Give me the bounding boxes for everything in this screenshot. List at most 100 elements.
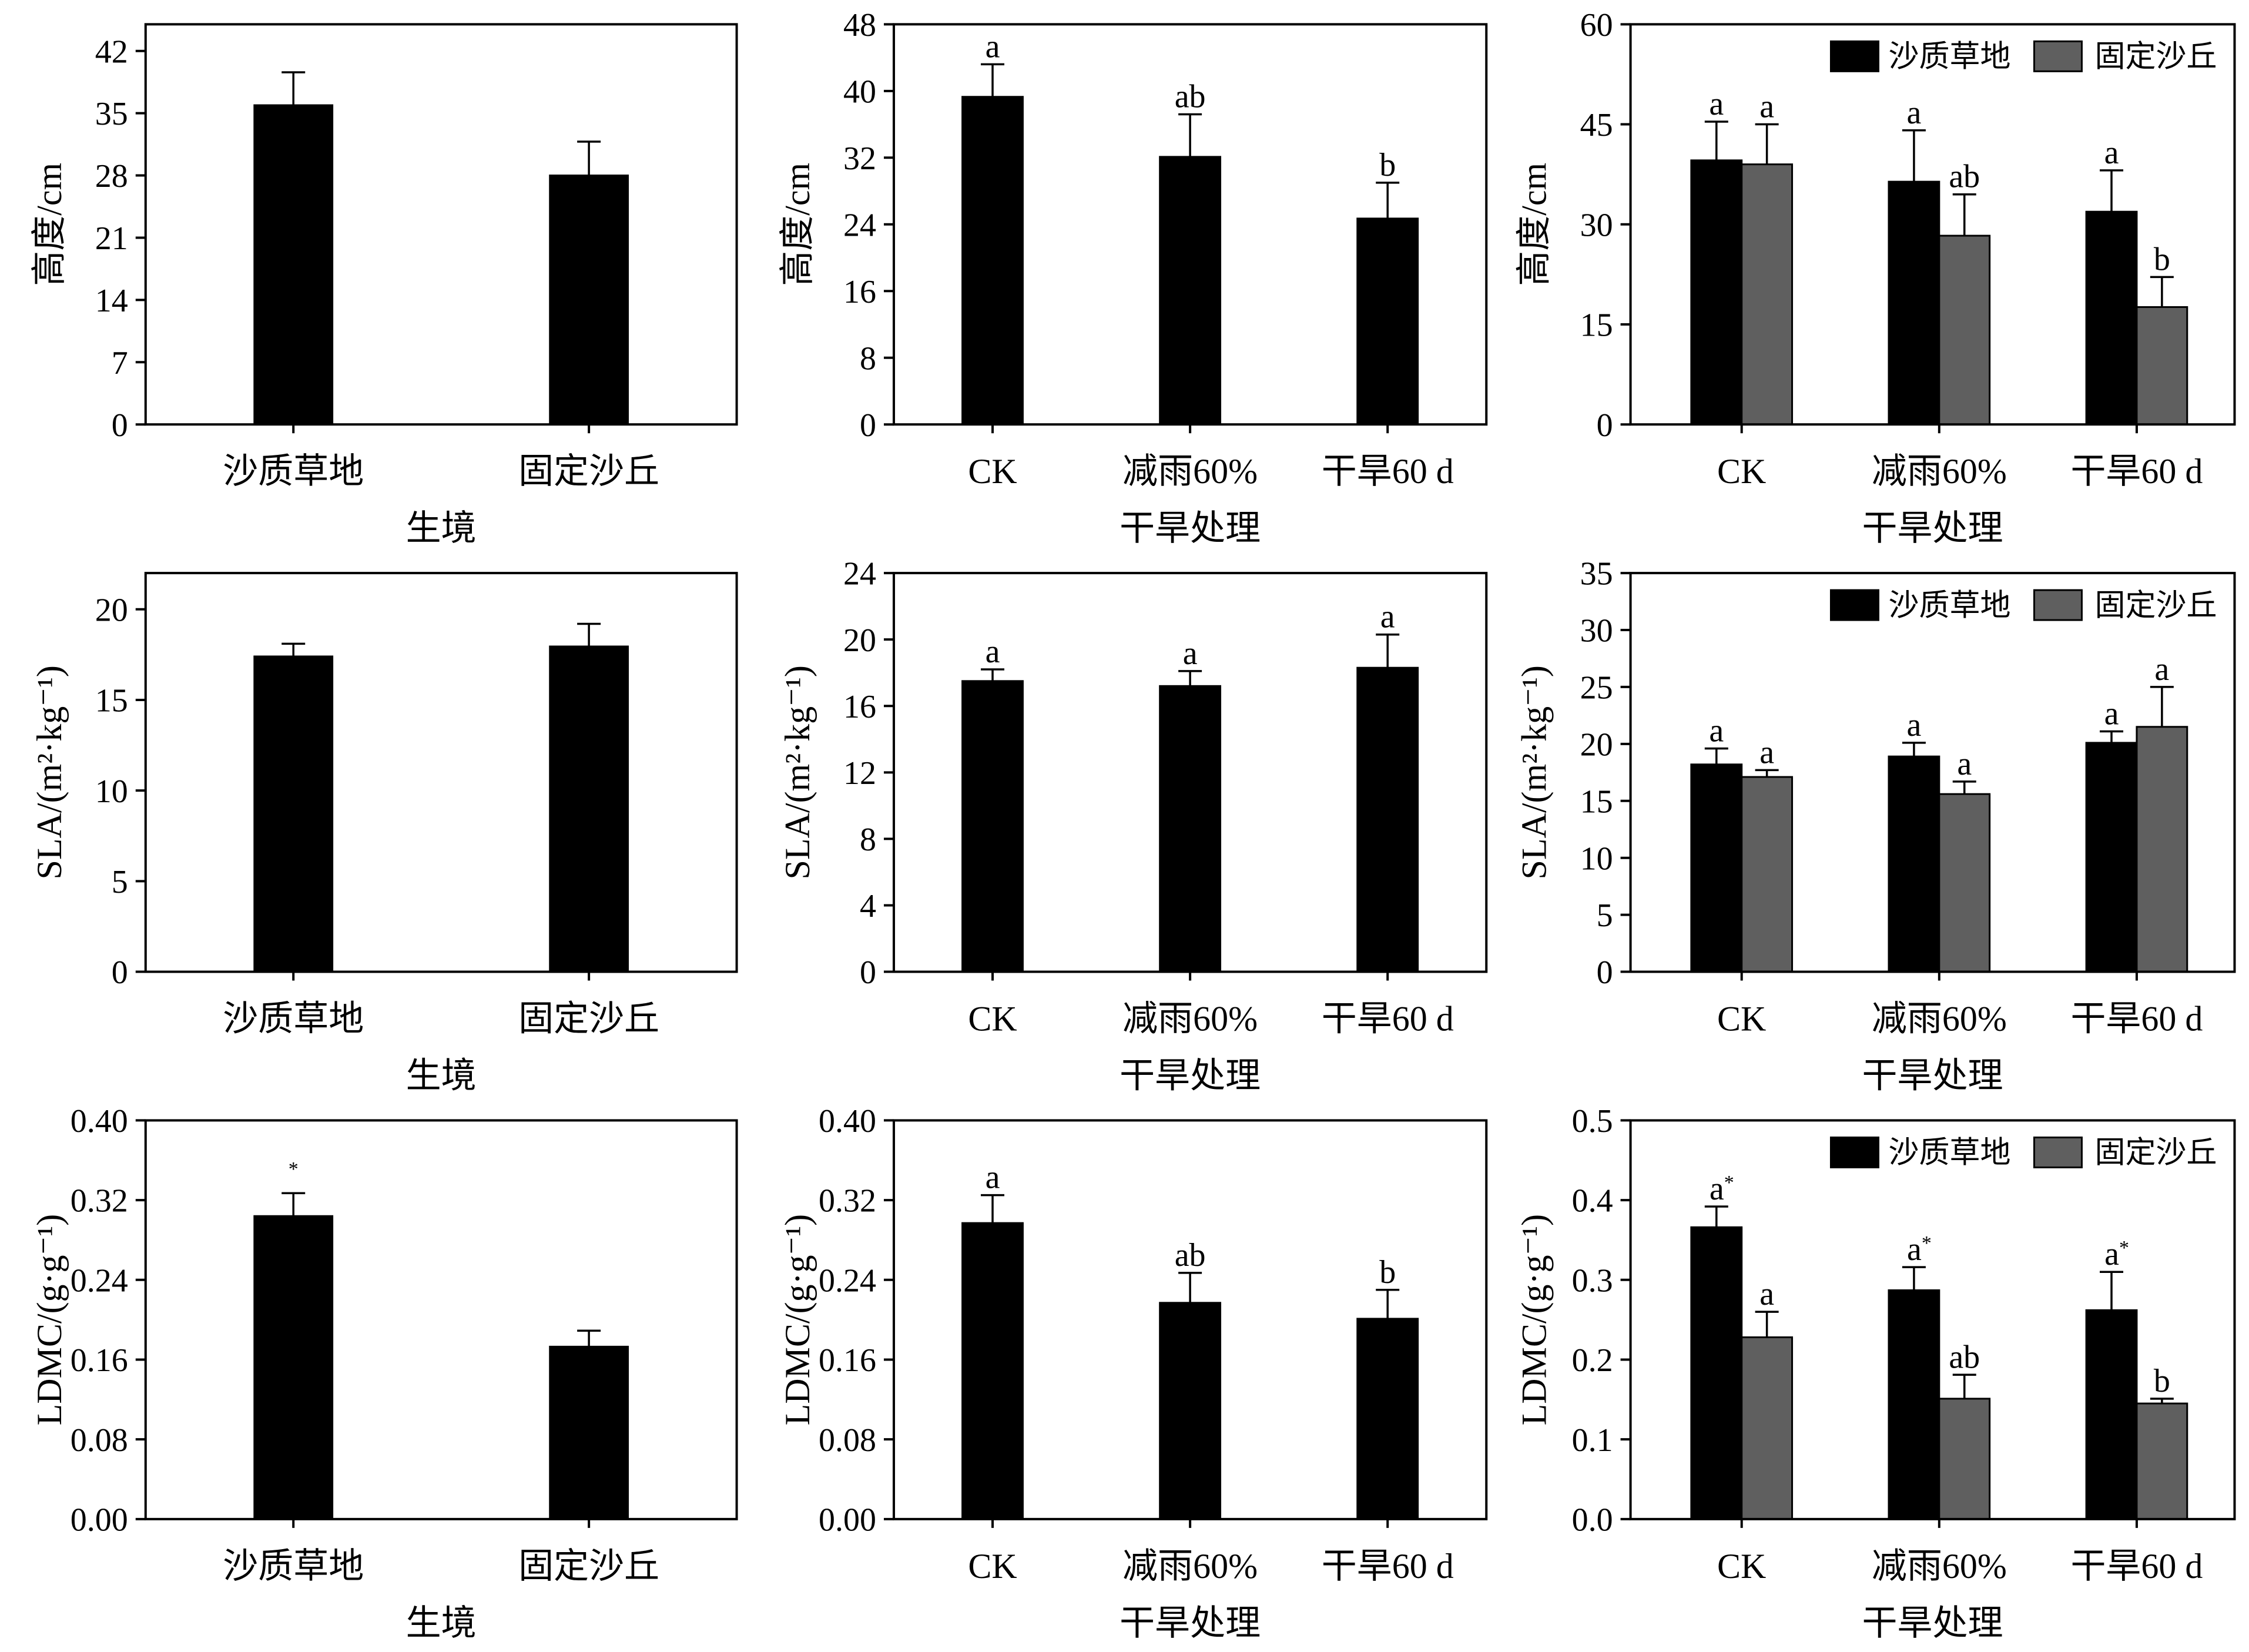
x-axis-title: 生境 [406, 1604, 477, 1643]
x-axis-title: 生境 [406, 1057, 477, 1095]
significance-label: a [1759, 1276, 1774, 1312]
x-tick-label: 固定沙丘 [518, 1000, 659, 1038]
x-tick-label: CK [1717, 1547, 1766, 1586]
y-tick-label: 0 [860, 954, 876, 991]
significance-label: ab [1949, 1339, 1980, 1375]
legend: 沙质草地 固定沙丘 [1829, 41, 2217, 74]
y-tick-label: 20 [1580, 726, 1613, 763]
y-tick-label: 0 [1597, 954, 1613, 991]
x-tick-label: 沙质草地 [223, 1000, 364, 1038]
plot-frame [144, 23, 738, 426]
bar-series1-category1 [253, 104, 334, 425]
y-tick-label: 48 [843, 7, 876, 43]
x-tick-label: CK [1717, 452, 1766, 491]
bar-series1-category2 [549, 175, 629, 425]
legend-label: 沙质草地 [1888, 41, 2010, 74]
bar-series2-category3 [2136, 726, 2188, 973]
significance-label: a [1709, 713, 1724, 749]
significance-label: a* [1710, 1171, 1734, 1207]
chart-ldmc-habitat-by-drought: a* a* a* a ab b 0.0 0.1 0.2 0.3 0.4 0.5 CK 减雨60% 干旱60 … [1515, 1103, 2236, 1643]
significance-label: a [986, 28, 1000, 65]
y-tick-label: 20 [95, 592, 128, 628]
error-bar [2100, 730, 2124, 743]
y-tick-label: 0.40 [819, 1103, 876, 1140]
bar-series1-category2 [1159, 1302, 1222, 1520]
significance-label: a [1380, 599, 1395, 635]
y-tick-label: 28 [95, 158, 128, 195]
bar-series2-category1 [1741, 1336, 1794, 1520]
error-bar [577, 140, 601, 176]
bar-series1-category1 [961, 1222, 1024, 1520]
error-bar [981, 1194, 1005, 1224]
significance-label: a [1759, 89, 1774, 125]
y-tick-label: 0.0 [1572, 1502, 1613, 1538]
y-tick-label: 0.40 [71, 1103, 128, 1140]
x-axis-title: 干旱处理 [1120, 1604, 1261, 1643]
error-bar [2150, 1398, 2174, 1404]
significance-label: a [2104, 135, 2119, 171]
y-tick-label: 30 [1580, 207, 1613, 243]
y-tick-label: 10 [95, 773, 128, 810]
bar-series1-category2 [1888, 755, 1940, 973]
bar-series1-category1 [961, 96, 1024, 425]
bar-series1-category3 [1356, 217, 1419, 425]
y-tick-label: 0 [860, 407, 876, 444]
x-tick-label: 固定沙丘 [518, 1547, 659, 1586]
y-tick-label: 21 [95, 220, 128, 257]
bar-series1-category2 [1159, 156, 1222, 425]
y-tick-label: 20 [843, 622, 876, 659]
bar-series1-category3 [2085, 210, 2138, 425]
x-tick-label: 固定沙丘 [518, 452, 659, 491]
error-bar [1755, 769, 1779, 778]
error-bar [281, 1192, 306, 1217]
y-tick-label: 0.2 [1572, 1342, 1613, 1379]
x-tick-label: CK [968, 452, 1017, 491]
significance-label: ab [1175, 1237, 1206, 1274]
significance-label: ab [1949, 159, 1980, 195]
error-bar [2150, 276, 2174, 307]
x-tick-label: 干旱60 d [2070, 1000, 2203, 1038]
legend-label: 固定沙丘 [2094, 589, 2217, 622]
error-bar [1704, 1205, 1728, 1228]
x-tick-label: 干旱60 d [1322, 1000, 1454, 1038]
y-tick-label: 60 [1580, 7, 1613, 43]
y-tick-label: 0.4 [1572, 1183, 1613, 1219]
error-bar [1902, 1266, 1926, 1291]
error-bar [1376, 182, 1400, 219]
significance-label: b [2154, 241, 2170, 277]
x-tick-label: 干旱60 d [2070, 1547, 2203, 1586]
x-tick-label: CK [968, 1000, 1017, 1038]
y-tick-label: 16 [843, 274, 876, 310]
significance-label: b [1379, 1254, 1396, 1291]
error-bar [1902, 742, 1926, 757]
y-tick-label: 0.1 [1572, 1422, 1613, 1459]
error-bar [981, 668, 1005, 681]
y-tick-label: 15 [95, 683, 128, 719]
y-tick-label: 0.00 [819, 1502, 876, 1538]
y-tick-label: 7 [112, 345, 128, 381]
error-bar [1755, 1311, 1779, 1338]
bar-series1-category1 [253, 655, 334, 973]
x-tick-label: 干旱60 d [2070, 452, 2203, 491]
error-bar [1376, 1289, 1400, 1319]
error-bar [2100, 169, 2124, 212]
error-bar [281, 642, 306, 656]
x-tick-label: CK [1717, 1000, 1766, 1038]
significance-label: a [2154, 651, 2169, 688]
y-tick-label: 45 [1580, 107, 1613, 143]
error-bar [1704, 747, 1728, 765]
y-tick-label: 0.00 [71, 1502, 128, 1538]
error-bar [577, 622, 601, 646]
error-bar [2100, 1271, 2124, 1311]
x-axis-title: 干旱处理 [1120, 1057, 1261, 1095]
significance-label: * [289, 1158, 299, 1180]
significance-label: a [2104, 696, 2119, 732]
significance-star: * [1922, 1232, 1932, 1254]
error-bar [577, 1329, 601, 1347]
x-tick-label: 沙质草地 [223, 1547, 364, 1586]
y-tick-label: 0.08 [71, 1422, 128, 1459]
y-tick-label: 35 [95, 96, 128, 132]
plot-frame [1629, 572, 2236, 973]
